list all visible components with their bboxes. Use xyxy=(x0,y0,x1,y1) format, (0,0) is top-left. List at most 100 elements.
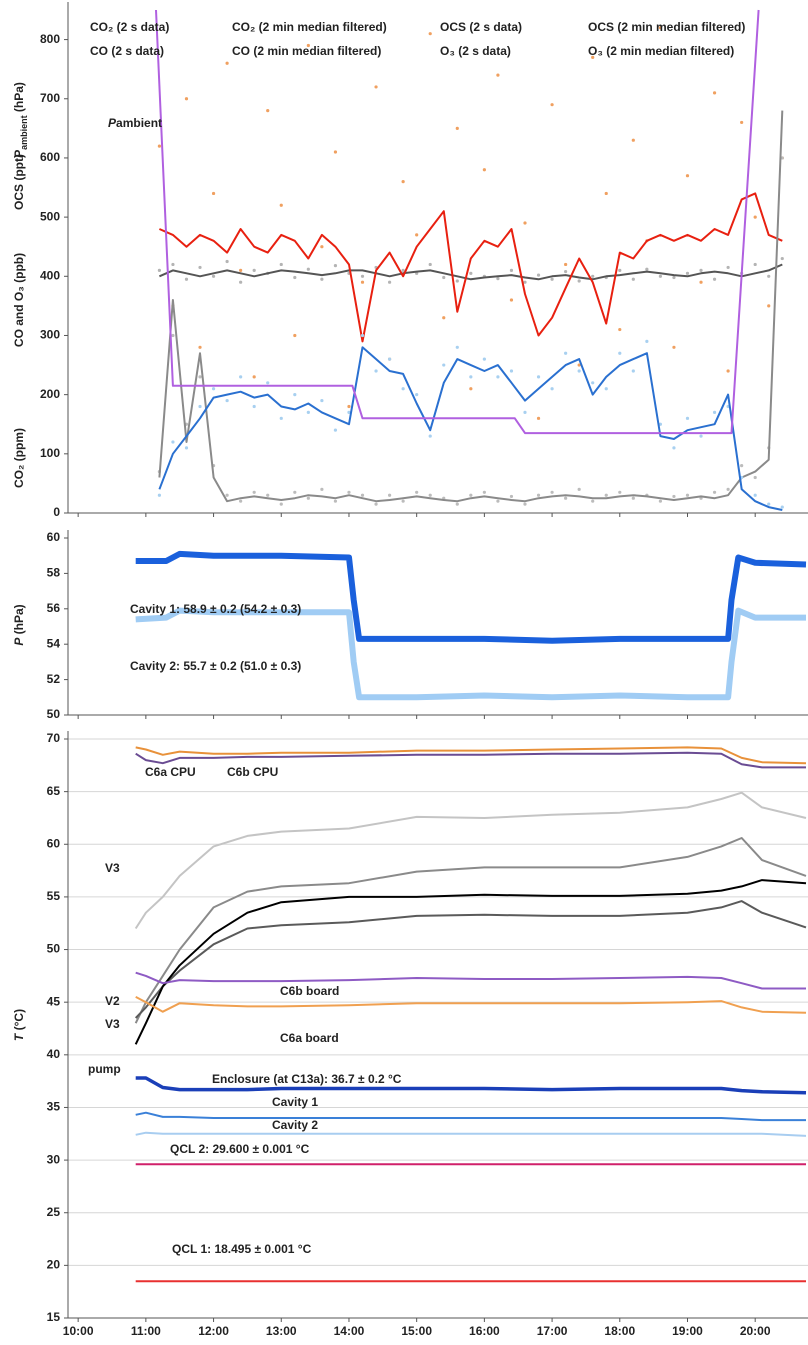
data-point xyxy=(536,273,541,277)
data-point xyxy=(184,446,189,450)
annotation: Pambient xyxy=(108,116,162,130)
series-label: Cavity 1 xyxy=(272,1095,318,1109)
data-point xyxy=(415,490,419,494)
data-point xyxy=(523,502,527,506)
data-point xyxy=(536,493,541,497)
data-point xyxy=(767,274,771,278)
data-point xyxy=(780,505,784,509)
data-point xyxy=(672,446,676,450)
data-point xyxy=(482,168,486,172)
data-point xyxy=(496,499,500,503)
y-tick-label: 40 xyxy=(47,1047,61,1061)
data-point xyxy=(455,345,459,349)
y-tick-label: 200 xyxy=(40,387,60,401)
data-point xyxy=(658,274,663,278)
plot-area xyxy=(68,738,808,1318)
data-point xyxy=(252,404,256,409)
data-point xyxy=(387,357,392,361)
data-point xyxy=(753,493,757,497)
data-point xyxy=(591,274,595,278)
data-point xyxy=(469,375,473,379)
data-point xyxy=(577,279,581,283)
data-point xyxy=(360,493,365,497)
label-part: P xyxy=(12,637,26,646)
data-point xyxy=(550,277,554,281)
label-part: ambient xyxy=(19,115,29,150)
data-point xyxy=(198,375,202,379)
data-line xyxy=(135,550,807,644)
label-part: T xyxy=(12,1032,26,1041)
data-point xyxy=(509,268,514,272)
y-tick-label: 30 xyxy=(47,1152,61,1166)
data-point xyxy=(618,351,622,355)
x-tick-label: 13:00 xyxy=(266,1324,297,1338)
data-point xyxy=(279,262,283,267)
data-point xyxy=(564,496,568,500)
data-point xyxy=(740,120,744,125)
data-point xyxy=(631,369,635,373)
data-point xyxy=(740,464,744,468)
data-point xyxy=(591,381,595,385)
data-point xyxy=(482,490,486,494)
data-line xyxy=(135,751,806,769)
x-tick-label: 18:00 xyxy=(604,1324,635,1338)
data-point xyxy=(631,277,635,281)
data-point xyxy=(699,268,703,272)
data-line xyxy=(135,1111,806,1122)
series-label: C6a CPU xyxy=(145,765,196,779)
data-point xyxy=(442,363,446,367)
data-point xyxy=(564,269,568,274)
data-point xyxy=(347,490,351,494)
data-point xyxy=(428,32,432,36)
data-line xyxy=(158,110,784,503)
data-point xyxy=(455,502,459,506)
data-point xyxy=(685,271,690,275)
data-point xyxy=(211,387,216,391)
data-point xyxy=(550,103,554,107)
data-point xyxy=(279,416,283,420)
y-tick-label: 35 xyxy=(47,1100,61,1114)
data-point xyxy=(157,144,161,148)
data-line xyxy=(135,607,806,701)
data-point xyxy=(401,180,405,184)
annotation: Cavity 2: 55.7 ± 0.2 (51.0 ± 0.3) xyxy=(130,659,301,673)
data-point xyxy=(509,298,514,302)
data-point xyxy=(712,490,717,494)
data-point xyxy=(523,410,527,414)
data-point xyxy=(591,499,595,503)
label-part: ambient xyxy=(116,116,162,130)
x-tick-label: 10:00 xyxy=(63,1324,94,1338)
annotation: Cavity 1: 58.9 ± 0.2 (54.2 ± 0.3) xyxy=(130,602,301,616)
x-tick-label: 16:00 xyxy=(469,1324,500,1338)
data-point xyxy=(211,274,216,278)
data-point xyxy=(225,493,229,497)
label-part: (°C) xyxy=(12,1009,26,1034)
data-point xyxy=(482,357,486,361)
data-point xyxy=(618,268,622,272)
y-tick-label: 58 xyxy=(47,566,61,580)
data-point xyxy=(225,61,229,65)
y-tick-label: 55 xyxy=(47,889,61,903)
data-point xyxy=(347,404,351,409)
data-point xyxy=(333,264,338,268)
data-point xyxy=(577,369,581,373)
label-part: CO and O₃ (ppb) xyxy=(12,253,26,347)
legend-label: O₃ (2 s data) xyxy=(440,44,511,58)
data-point xyxy=(469,493,473,497)
data-point xyxy=(753,215,757,219)
data-point xyxy=(211,191,216,196)
x-tick-label: 12:00 xyxy=(198,1324,229,1338)
y-tick-label: 50 xyxy=(47,942,61,956)
data-point xyxy=(496,73,500,77)
y-tick-label: 500 xyxy=(40,209,60,223)
data-point xyxy=(442,316,446,320)
data-line xyxy=(158,263,783,281)
data-point xyxy=(252,268,256,272)
data-point xyxy=(618,490,622,494)
data-point xyxy=(266,109,270,113)
data-point xyxy=(333,428,338,432)
data-point xyxy=(767,304,771,308)
data-point xyxy=(333,150,338,154)
data-point xyxy=(239,280,243,284)
data-point xyxy=(604,493,608,497)
